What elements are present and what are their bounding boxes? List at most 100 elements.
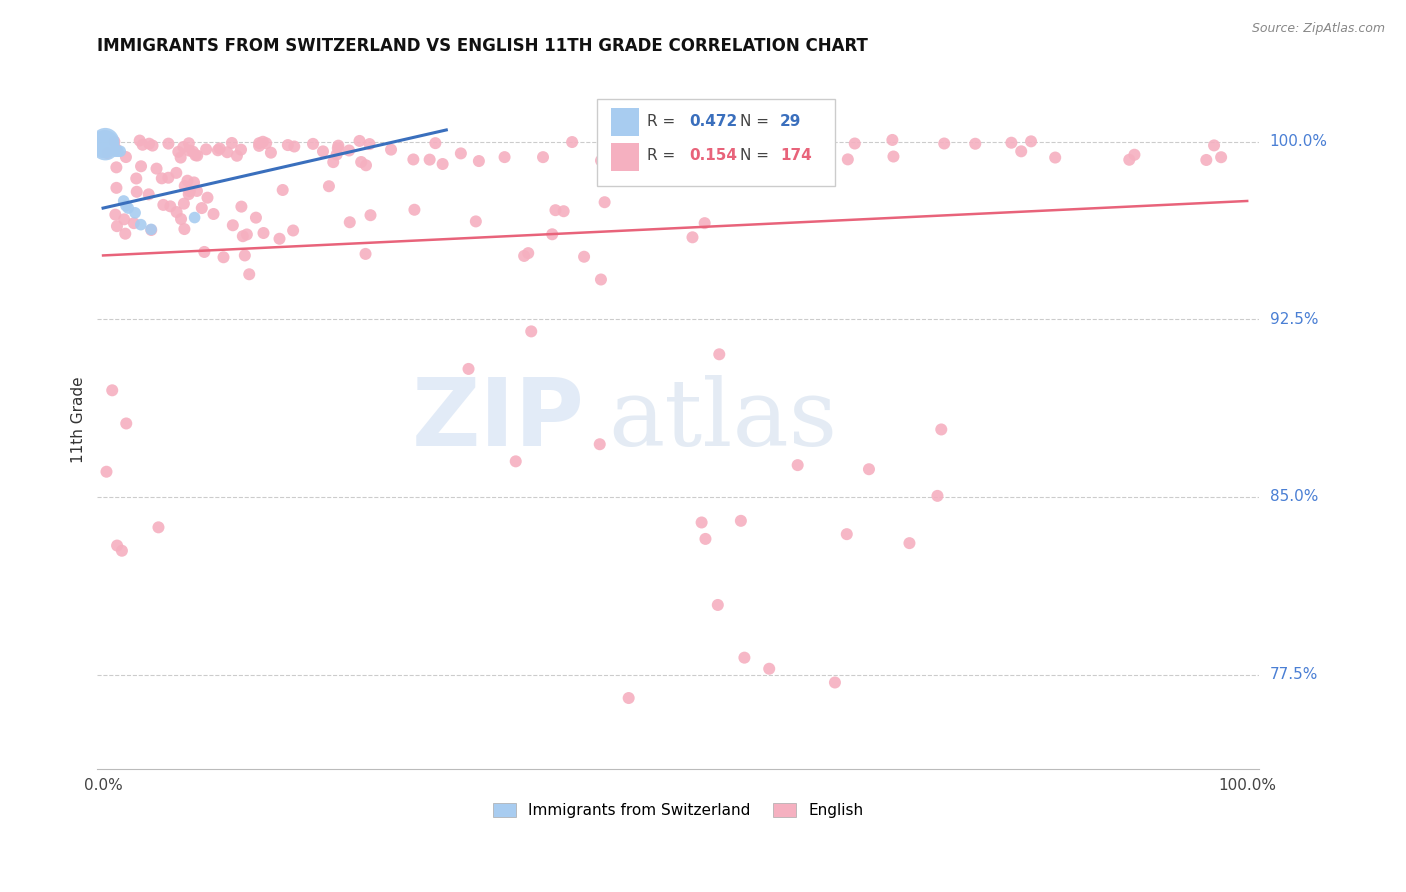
Point [166,205,188,219]
Point [101,139,124,153]
Text: 174: 174 [780,148,811,163]
Text: atlas: atlas [609,375,838,465]
Point [236,227,259,242]
Point [217,145,239,160]
Point [98,137,121,152]
Point [122,216,145,230]
Point [359,137,381,152]
Point [419,153,441,167]
Point [758,662,780,676]
Point [207,143,229,157]
FancyBboxPatch shape [610,144,638,171]
Text: 85.0%: 85.0% [1270,490,1317,505]
Point [129,159,152,173]
Point [128,134,150,148]
Point [117,201,139,215]
Point [468,154,491,169]
Point [197,191,219,205]
Point [1202,138,1225,153]
Point [177,136,200,151]
Point [148,520,170,534]
Point [232,229,254,244]
Point [690,516,713,530]
Point [172,140,194,154]
Point [350,155,373,169]
Point [835,527,858,541]
Point [107,145,129,159]
Point [1043,151,1066,165]
Point [97,135,120,149]
Point [176,174,198,188]
Point [115,417,138,431]
Text: 0.472: 0.472 [689,113,738,128]
Point [617,691,640,706]
Point [682,230,704,244]
Point [730,514,752,528]
Point [125,171,148,186]
Point [380,143,402,157]
Point [1195,153,1218,167]
Point [934,136,956,151]
Point [100,142,122,156]
Point [505,454,527,468]
Point [238,267,260,281]
Point [1000,136,1022,150]
Point [666,142,689,156]
Point [707,598,730,612]
Point [98,139,121,153]
Point [450,146,472,161]
Point [115,199,138,213]
Text: 29: 29 [780,113,801,128]
Point [105,539,128,553]
Point [157,136,180,151]
Point [733,650,755,665]
Point [404,202,426,217]
Point [858,462,880,476]
Point [337,144,360,158]
Point [721,146,744,161]
Point [520,325,543,339]
Point [157,170,180,185]
Point [96,465,118,479]
Point [786,458,808,472]
Point [801,148,824,162]
Point [824,675,846,690]
Point [322,155,344,169]
Point [94,139,117,153]
Point [141,223,163,237]
Point [326,141,349,155]
Point [96,135,118,149]
Point [100,137,122,152]
Point [589,153,612,168]
Point [269,232,291,246]
Text: N =: N = [740,113,769,128]
Point [184,148,207,162]
Point [589,272,612,286]
Point [145,161,167,176]
Point [231,200,253,214]
Point [124,206,146,220]
Point [159,199,181,213]
Point [882,149,904,163]
Point [96,137,118,152]
Point [202,207,225,221]
Text: R =: R = [647,113,675,128]
Point [245,211,267,225]
Point [247,136,270,151]
Point [115,150,138,164]
Point [254,136,277,151]
Point [402,153,425,167]
Point [212,250,235,264]
Point [186,184,208,198]
Point [354,158,377,172]
Point [105,142,128,156]
Point [1211,150,1233,164]
Point [709,347,731,361]
Point [221,136,243,150]
Point [593,195,616,210]
Point [247,139,270,153]
Point [572,250,595,264]
FancyBboxPatch shape [596,99,835,186]
Point [965,136,987,151]
Point [112,194,135,208]
